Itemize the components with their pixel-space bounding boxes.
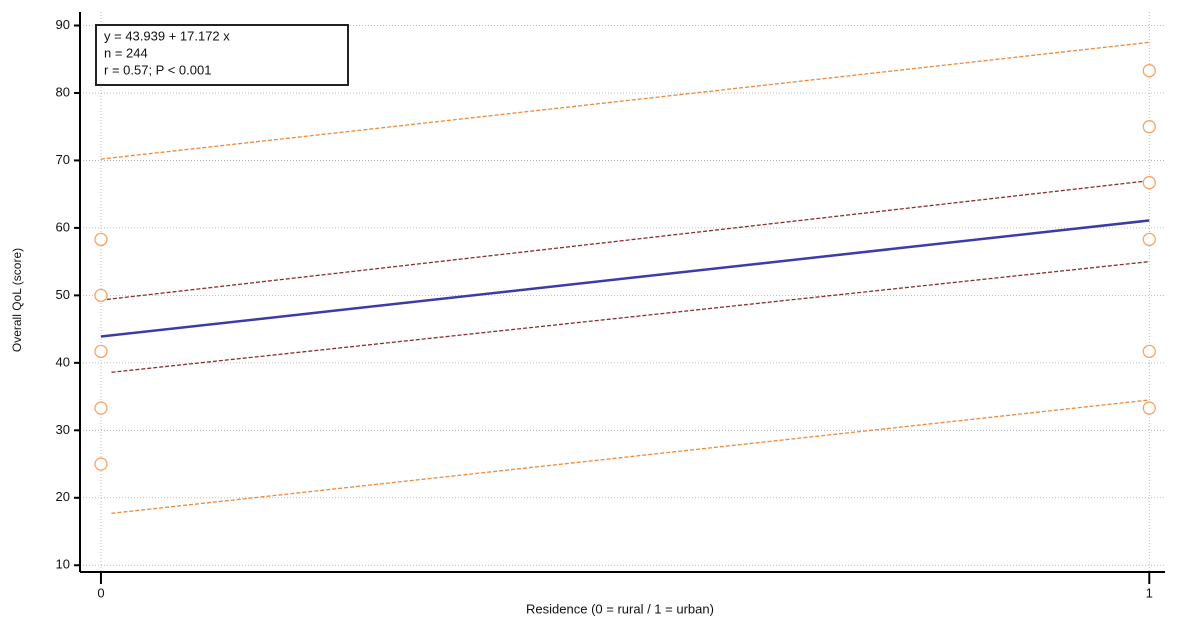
annotation-text: y = 43.939 + 17.172 x — [104, 28, 230, 43]
x-tick-label: 1 — [1146, 585, 1153, 600]
annotation-text: n = 244 — [104, 45, 148, 60]
band-line — [100, 41, 1150, 160]
data-point — [1142, 64, 1156, 78]
y-tick-label: 10 — [56, 557, 70, 572]
annotation: y = 43.939 + 17.172 x n = 244 r = 0.57; P … — [95, 24, 349, 86]
data-point — [94, 401, 108, 415]
band-line — [111, 399, 1150, 514]
data-point — [1142, 232, 1156, 247]
x-axis-label: Residence (0 = rural / 1 = urban) — [526, 601, 714, 616]
data-point — [1142, 401, 1156, 415]
y-tick-label: 50 — [56, 287, 70, 302]
y-tick-label: 30 — [56, 422, 70, 437]
annotation-box — [95, 24, 349, 86]
y-tick-label: 60 — [56, 219, 70, 234]
y-tick-label: 70 — [56, 152, 70, 167]
data-point — [94, 288, 108, 303]
regression-line — [100, 219, 1150, 338]
data-point — [1142, 344, 1156, 359]
y-tick-label: 80 — [56, 84, 70, 99]
y-tick-label: 20 — [56, 489, 70, 504]
data-point — [1142, 120, 1156, 134]
y-tick-label: 90 — [56, 17, 70, 32]
data-point — [1142, 176, 1156, 190]
x-tick-label: 0 — [97, 585, 104, 600]
data-point — [94, 344, 108, 359]
band-line — [100, 180, 1150, 301]
data-point — [94, 457, 108, 471]
y-axis-label: Overall QoL (score) — [10, 248, 24, 352]
y-tick-label: 40 — [56, 354, 70, 369]
annotation-text: r = 0.57; P < 0.001 — [104, 62, 211, 77]
data-point — [94, 232, 108, 247]
